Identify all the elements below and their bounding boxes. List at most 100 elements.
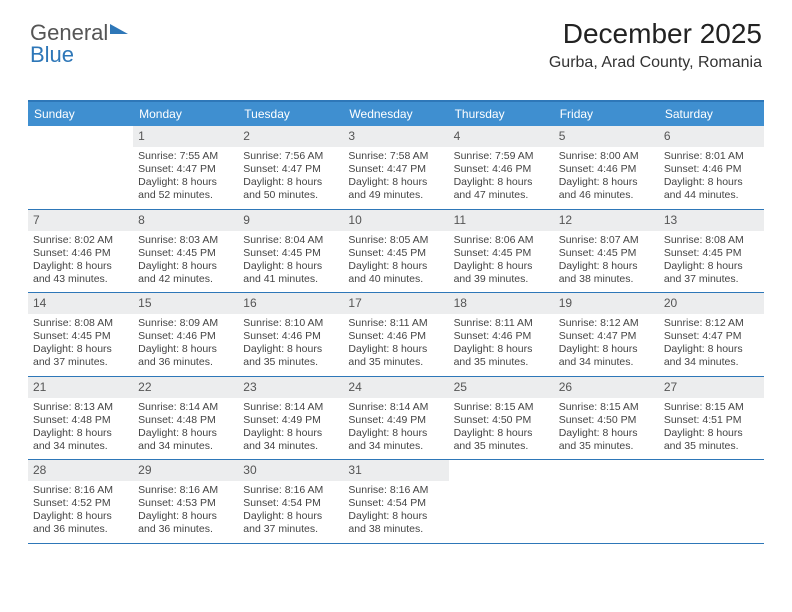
day-info: Sunrise: 8:06 AMSunset: 4:45 PMDaylight:… xyxy=(449,231,554,293)
calendar-grid: SundayMondayTuesdayWednesdayThursdayFrid… xyxy=(28,100,764,544)
sunset-text: Sunset: 4:45 PM xyxy=(664,247,759,260)
day-number: 26 xyxy=(554,377,659,398)
day-info: Sunrise: 7:56 AMSunset: 4:47 PMDaylight:… xyxy=(238,147,343,209)
sunset-text: Sunset: 4:51 PM xyxy=(664,414,759,427)
day-info: Sunrise: 8:01 AMSunset: 4:46 PMDaylight:… xyxy=(659,147,764,209)
day-cell: 26Sunrise: 8:15 AMSunset: 4:50 PMDayligh… xyxy=(554,377,659,460)
sunrise-text: Sunrise: 8:11 AM xyxy=(454,317,549,330)
sunrise-text: Sunrise: 8:15 AM xyxy=(454,401,549,414)
sunrise-text: Sunrise: 8:16 AM xyxy=(243,484,338,497)
day-info: Sunrise: 8:12 AMSunset: 4:47 PMDaylight:… xyxy=(554,314,659,376)
week-row: 28Sunrise: 8:16 AMSunset: 4:52 PMDayligh… xyxy=(28,460,764,544)
day-number: 9 xyxy=(238,210,343,231)
day-cell: 10Sunrise: 8:05 AMSunset: 4:45 PMDayligh… xyxy=(343,210,448,293)
daylight-text: Daylight: 8 hours and 43 minutes. xyxy=(33,260,128,286)
sunset-text: Sunset: 4:46 PM xyxy=(454,330,549,343)
day-number: 5 xyxy=(554,126,659,147)
dow-header: Wednesday xyxy=(343,102,448,126)
sunrise-text: Sunrise: 8:02 AM xyxy=(33,234,128,247)
day-cell: 29Sunrise: 8:16 AMSunset: 4:53 PMDayligh… xyxy=(133,460,238,543)
day-info: Sunrise: 8:00 AMSunset: 4:46 PMDaylight:… xyxy=(554,147,659,209)
sunset-text: Sunset: 4:47 PM xyxy=(243,163,338,176)
daylight-text: Daylight: 8 hours and 37 minutes. xyxy=(664,260,759,286)
sunrise-text: Sunrise: 8:04 AM xyxy=(243,234,338,247)
sunset-text: Sunset: 4:45 PM xyxy=(243,247,338,260)
day-info: Sunrise: 8:16 AMSunset: 4:53 PMDaylight:… xyxy=(133,481,238,543)
sunset-text: Sunset: 4:47 PM xyxy=(348,163,443,176)
day-info: Sunrise: 8:03 AMSunset: 4:45 PMDaylight:… xyxy=(133,231,238,293)
sunrise-text: Sunrise: 7:59 AM xyxy=(454,150,549,163)
sunset-text: Sunset: 4:48 PM xyxy=(33,414,128,427)
sunset-text: Sunset: 4:45 PM xyxy=(138,247,233,260)
sunrise-text: Sunrise: 8:15 AM xyxy=(664,401,759,414)
day-number: 4 xyxy=(449,126,554,147)
day-number: 25 xyxy=(449,377,554,398)
sunset-text: Sunset: 4:45 PM xyxy=(559,247,654,260)
day-info: Sunrise: 8:16 AMSunset: 4:54 PMDaylight:… xyxy=(343,481,448,543)
daylight-text: Daylight: 8 hours and 52 minutes. xyxy=(138,176,233,202)
sunrise-text: Sunrise: 8:01 AM xyxy=(664,150,759,163)
day-number: 14 xyxy=(28,293,133,314)
sunrise-text: Sunrise: 8:05 AM xyxy=(348,234,443,247)
sunrise-text: Sunrise: 8:08 AM xyxy=(33,317,128,330)
day-number: 28 xyxy=(28,460,133,481)
daylight-text: Daylight: 8 hours and 36 minutes. xyxy=(138,510,233,536)
daylight-text: Daylight: 8 hours and 49 minutes. xyxy=(348,176,443,202)
day-number: 23 xyxy=(238,377,343,398)
daylight-text: Daylight: 8 hours and 34 minutes. xyxy=(664,343,759,369)
day-number: 21 xyxy=(28,377,133,398)
day-number: 2 xyxy=(238,126,343,147)
location-subtitle: Gurba, Arad County, Romania xyxy=(549,54,762,72)
sunset-text: Sunset: 4:48 PM xyxy=(138,414,233,427)
day-info: Sunrise: 8:11 AMSunset: 4:46 PMDaylight:… xyxy=(449,314,554,376)
day-info: Sunrise: 8:07 AMSunset: 4:45 PMDaylight:… xyxy=(554,231,659,293)
daylight-text: Daylight: 8 hours and 42 minutes. xyxy=(138,260,233,286)
sunrise-text: Sunrise: 8:11 AM xyxy=(348,317,443,330)
day-cell: 27Sunrise: 8:15 AMSunset: 4:51 PMDayligh… xyxy=(659,377,764,460)
sunset-text: Sunset: 4:50 PM xyxy=(559,414,654,427)
day-cell: 1Sunrise: 7:55 AMSunset: 4:47 PMDaylight… xyxy=(133,126,238,209)
day-cell: 6Sunrise: 8:01 AMSunset: 4:46 PMDaylight… xyxy=(659,126,764,209)
daylight-text: Daylight: 8 hours and 46 minutes. xyxy=(559,176,654,202)
sunset-text: Sunset: 4:45 PM xyxy=(348,247,443,260)
day-info: Sunrise: 7:58 AMSunset: 4:47 PMDaylight:… xyxy=(343,147,448,209)
daylight-text: Daylight: 8 hours and 41 minutes. xyxy=(243,260,338,286)
sunset-text: Sunset: 4:45 PM xyxy=(454,247,549,260)
day-info: Sunrise: 7:59 AMSunset: 4:46 PMDaylight:… xyxy=(449,147,554,209)
sunset-text: Sunset: 4:45 PM xyxy=(33,330,128,343)
day-cell: 4Sunrise: 7:59 AMSunset: 4:46 PMDaylight… xyxy=(449,126,554,209)
day-number: 20 xyxy=(659,293,764,314)
dow-header: Tuesday xyxy=(238,102,343,126)
daylight-text: Daylight: 8 hours and 35 minutes. xyxy=(243,343,338,369)
sunrise-text: Sunrise: 7:56 AM xyxy=(243,150,338,163)
day-cell: 30Sunrise: 8:16 AMSunset: 4:54 PMDayligh… xyxy=(238,460,343,543)
day-number: 8 xyxy=(133,210,238,231)
sunset-text: Sunset: 4:46 PM xyxy=(559,163,654,176)
day-cell: 20Sunrise: 8:12 AMSunset: 4:47 PMDayligh… xyxy=(659,293,764,376)
sunrise-text: Sunrise: 7:55 AM xyxy=(138,150,233,163)
daylight-text: Daylight: 8 hours and 35 minutes. xyxy=(454,343,549,369)
sunrise-text: Sunrise: 8:16 AM xyxy=(348,484,443,497)
brand-logo: General Blue xyxy=(30,22,128,66)
dow-header-row: SundayMondayTuesdayWednesdayThursdayFrid… xyxy=(28,102,764,126)
day-info: Sunrise: 8:13 AMSunset: 4:48 PMDaylight:… xyxy=(28,398,133,460)
week-row: 14 Sunrise: 8:08 AMSunset: 4:45 PM Dayligh… xyxy=(28,293,764,377)
day-number: 18 xyxy=(449,293,554,314)
day-number: 6 xyxy=(659,126,764,147)
day-number: 12 xyxy=(554,210,659,231)
day-cell: . xyxy=(28,126,133,209)
day-cell: 5Sunrise: 8:00 AMSunset: 4:46 PMDaylight… xyxy=(554,126,659,209)
day-info: Sunrise: 8:14 AMSunset: 4:49 PMDaylight:… xyxy=(238,398,343,460)
week-row: .1Sunrise: 7:55 AMSunset: 4:47 PMDayligh… xyxy=(28,126,764,210)
day-number: 15 xyxy=(133,293,238,314)
day-cell: 24Sunrise: 8:14 AMSunset: 4:49 PMDayligh… xyxy=(343,377,448,460)
day-info: Sunrise: 8:14 AMSunset: 4:49 PMDaylight:… xyxy=(343,398,448,460)
day-cell: . xyxy=(449,460,554,543)
daylight-text: Daylight: 8 hours and 37 minutes. xyxy=(243,510,338,536)
day-info: Sunrise: 8:10 AMSunset: 4:46 PMDaylight:… xyxy=(238,314,343,376)
day-info: Sunrise: 8:15 AMSunset: 4:50 PMDaylight:… xyxy=(554,398,659,460)
sunrise-text: Sunrise: 8:08 AM xyxy=(664,234,759,247)
dow-header: Sunday xyxy=(28,102,133,126)
day-number: 19 xyxy=(554,293,659,314)
sunrise-text: Sunrise: 8:09 AM xyxy=(138,317,233,330)
